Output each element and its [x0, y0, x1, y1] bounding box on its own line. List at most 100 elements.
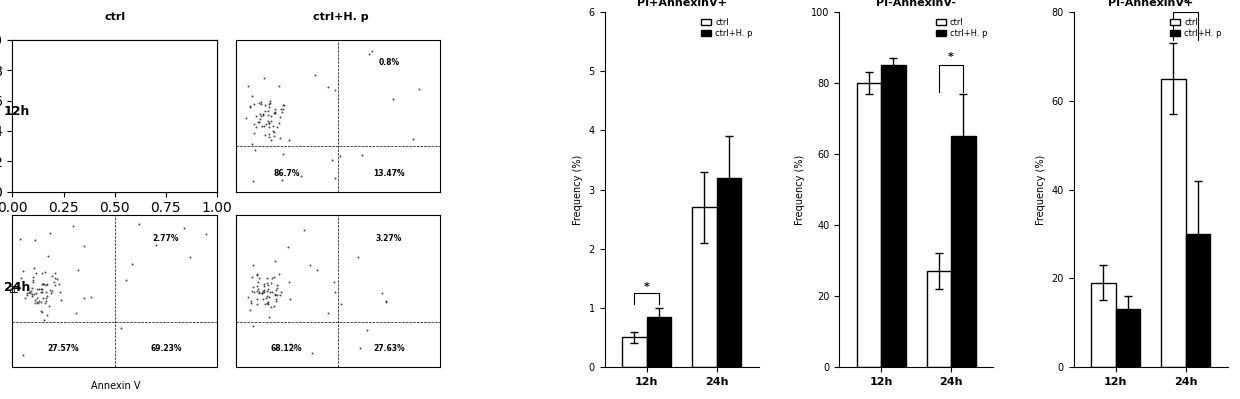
Point: [267, 298, 286, 304]
Point: [268, 292, 288, 298]
Legend: ctrl, ctrl+H. p: ctrl, ctrl+H. p: [934, 16, 990, 40]
Point: [47, 276, 67, 282]
Bar: [857, 83, 882, 367]
Point: [264, 110, 284, 117]
Point: [68, 267, 88, 274]
Bar: [926, 271, 951, 367]
Point: [372, 290, 392, 296]
Point: [258, 108, 278, 115]
Point: [267, 124, 286, 130]
Point: [36, 136, 56, 142]
Point: [74, 294, 94, 301]
Point: [264, 274, 284, 280]
Text: 12h: 12h: [4, 105, 30, 118]
Point: [38, 253, 58, 259]
Point: [244, 101, 264, 107]
Point: [27, 103, 47, 109]
Point: [25, 113, 45, 119]
Point: [32, 281, 52, 287]
Point: [36, 99, 56, 105]
Point: [15, 113, 35, 120]
Point: [252, 290, 272, 296]
Point: [35, 269, 55, 275]
Point: [259, 120, 279, 126]
Point: [279, 244, 299, 251]
Text: 68.12%: 68.12%: [270, 344, 303, 354]
Point: [29, 90, 48, 96]
Point: [38, 119, 58, 125]
Point: [21, 101, 41, 108]
Point: [32, 289, 52, 296]
Bar: [646, 317, 671, 367]
Point: [26, 270, 46, 277]
Point: [254, 287, 274, 293]
Point: [250, 115, 270, 122]
Point: [119, 148, 139, 154]
Point: [265, 291, 285, 297]
Point: [269, 134, 289, 141]
Point: [112, 325, 131, 331]
Bar: [882, 65, 905, 367]
Point: [254, 283, 274, 290]
Point: [272, 288, 291, 295]
Point: [24, 274, 43, 280]
Text: 3.27%: 3.27%: [376, 234, 402, 243]
Point: [20, 113, 40, 119]
Point: [11, 275, 31, 282]
Point: [50, 113, 69, 120]
Point: [265, 109, 285, 115]
Point: [40, 133, 60, 140]
Point: [273, 151, 293, 158]
Point: [253, 122, 273, 129]
Legend: ctrl, ctrl+H. p: ctrl, ctrl+H. p: [1168, 16, 1224, 40]
Point: [146, 242, 166, 249]
Point: [325, 289, 345, 295]
Point: [241, 307, 260, 313]
Point: [10, 236, 30, 242]
Text: 24h: 24h: [4, 281, 30, 294]
Point: [17, 291, 37, 298]
Point: [253, 111, 273, 117]
Point: [269, 271, 289, 277]
Text: *: *: [644, 282, 650, 292]
Point: [14, 352, 33, 359]
Point: [249, 111, 269, 117]
Point: [31, 309, 51, 316]
Bar: [1161, 79, 1185, 367]
Point: [258, 286, 278, 292]
Point: [249, 290, 269, 296]
Point: [68, 69, 88, 76]
Point: [273, 109, 293, 115]
Point: [104, 58, 124, 64]
Point: [252, 290, 272, 296]
Point: [14, 109, 33, 116]
Point: [258, 275, 278, 281]
Point: [258, 112, 278, 118]
Point: [325, 87, 345, 93]
Point: [129, 134, 149, 141]
Point: [145, 162, 165, 168]
Point: [29, 298, 48, 304]
Point: [267, 287, 286, 293]
Point: [247, 301, 267, 308]
Point: [253, 288, 273, 294]
Point: [248, 119, 268, 125]
Point: [36, 113, 56, 119]
Point: [255, 132, 275, 138]
Point: [269, 120, 289, 126]
Point: [43, 103, 63, 110]
Point: [129, 221, 149, 227]
Point: [26, 237, 46, 243]
Point: [128, 55, 148, 61]
Point: [10, 58, 30, 65]
Point: [27, 299, 47, 306]
Point: [48, 127, 68, 133]
Text: 13.47%: 13.47%: [373, 169, 405, 178]
Point: [31, 286, 51, 292]
Point: [180, 254, 200, 261]
Point: [20, 290, 40, 296]
Point: [273, 106, 293, 113]
Point: [48, 115, 68, 122]
Point: [265, 292, 285, 298]
Point: [26, 112, 46, 118]
